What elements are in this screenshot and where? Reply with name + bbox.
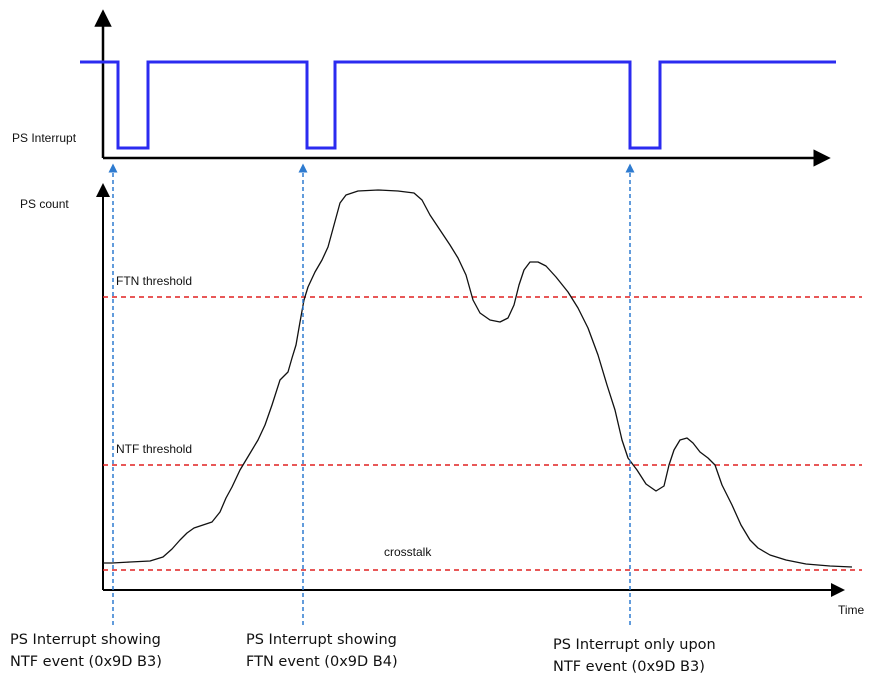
annotation-ntf-1: PS Interrupt showing NTF event (0x9D B3) (10, 632, 166, 670)
event-markers (108, 163, 635, 625)
ftn-threshold-label: FTN threshold (116, 274, 192, 288)
annotation-ntf-2: PS Interrupt only upon NTF event (0x9D B… (553, 637, 720, 675)
time-label: Time (838, 603, 865, 617)
annotations: PS Interrupt showing NTF event (0x9D B3)… (10, 632, 720, 675)
ps-interrupt-label: PS Interrupt (12, 131, 77, 145)
annotation-ftn: PS Interrupt showing FTN event (0x9D B4) (246, 632, 402, 670)
ps-count-label: PS count (20, 197, 69, 211)
ntf-threshold-label: NTF threshold (116, 442, 192, 456)
interrupt-panel: PS Interrupt (12, 9, 836, 167)
ps-count-curve (103, 189, 853, 568)
crosstalk-label: crosstalk (384, 545, 432, 559)
count-panel: PS count Time FTN threshold NTF threshol… (20, 183, 865, 617)
interrupt-signal-waveform (80, 60, 836, 150)
